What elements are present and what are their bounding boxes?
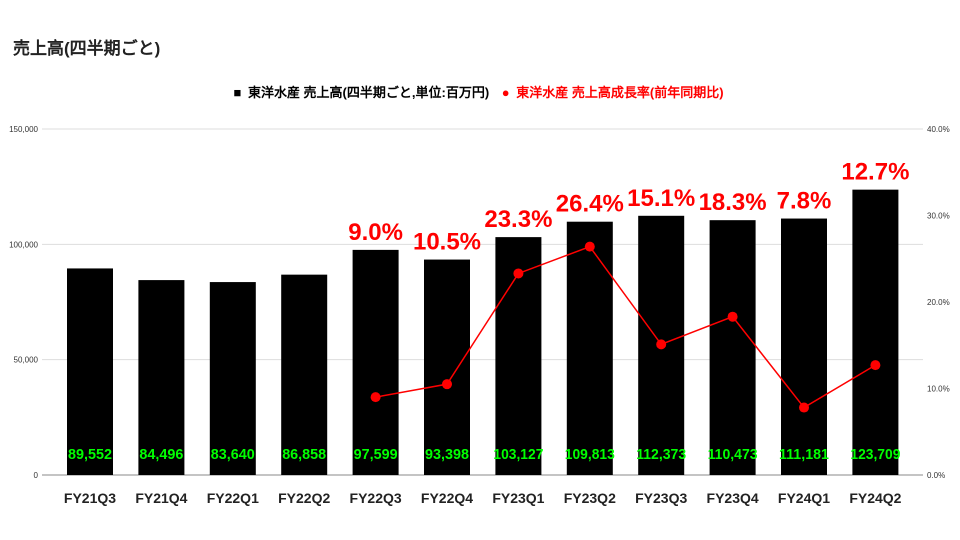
x-tick-label: FY24Q2 [849,490,901,506]
growth-rate-label: 26.4% [556,191,624,218]
bar [352,249,399,475]
growth-rate-point [513,268,524,279]
growth-rate-point [442,379,452,390]
bar-value-label: 89,552 [68,446,112,463]
growth-rate-label: 15.1% [627,185,695,212]
bar-value-label: 84,496 [139,446,183,463]
y-left-tick-label: 150,000 [9,125,38,134]
bar-value-label: 112,373 [636,446,686,463]
bar [852,189,899,475]
bar [138,280,185,475]
growth-rate-line [375,245,876,409]
y-right-tick-label: 20.0% [927,298,950,307]
growth-rate-label: 7.8% [777,188,832,215]
y-right-tick-label: 40.0% [927,125,950,134]
growth-rate-label: 10.5% [413,229,481,256]
bar-value-label: 86,858 [282,446,326,463]
x-tick-label: FY23Q4 [707,490,759,506]
x-tick-label: FY22Q3 [350,490,402,506]
bar-value-label: 83,640 [211,446,255,463]
x-tick-label: FY22Q4 [421,490,473,506]
bar-value-label: 93,398 [425,446,469,463]
bar [566,221,613,475]
bar-value-label: 110,473 [708,446,758,463]
x-tick-label: FY23Q2 [564,490,616,506]
growth-rate-point [656,339,667,350]
x-tick-label: FY23Q3 [635,490,687,506]
chart-title: 売上高(四半期ごと) [13,39,161,58]
y-right-tick-label: 0.0% [927,471,945,480]
bar-value-label: 103,127 [493,446,543,463]
growth-rate-point [870,360,881,371]
bar [281,274,328,475]
x-tick-label: FY21Q3 [64,490,116,506]
x-tick-label: FY22Q2 [278,490,330,506]
y-left-tick-label: 50,000 [14,356,39,365]
bar [781,218,827,476]
legend-bar: ■ 東洋水産 売上高(四半期ごと,単位:百万円) [233,85,490,100]
x-tick-label: FY22Q1 [207,490,259,506]
bar [709,220,756,475]
growth-rate-label: 9.0% [348,219,403,246]
x-tick-label: FY24Q1 [778,490,830,506]
x-tick-label: FY21Q4 [135,490,187,506]
y-right-tick-label: 30.0% [927,212,950,221]
growth-rate-label: 18.3% [699,189,767,216]
bar-value-label: 111,181 [779,446,829,463]
legend-line: ● 東洋水産 売上高成長率(前年同期比) [501,85,724,100]
bar-value-label: 109,813 [565,446,615,463]
y-left-tick-label: 100,000 [9,240,38,249]
legend: ■ 東洋水産 売上高(四半期ごと,単位:百万円) ● 東洋水産 売上高成長率(前… [0,82,960,101]
growth-rate-point [727,311,738,322]
y-left-tick-label: 0 [34,471,39,480]
y-right-tick-label: 10.0% [927,385,950,394]
bar-value-label: 123,709 [850,446,900,463]
growth-rate-point [370,392,381,403]
bar-value-label: 97,599 [354,446,398,463]
bar [67,268,113,475]
growth-rate-point [799,402,809,413]
growth-rate-point [584,241,595,252]
bar [209,282,256,475]
bar [424,259,470,475]
growth-rate-label: 23.3% [484,206,552,233]
growth-rate-label: 12.7% [841,159,909,186]
x-tick-label: FY23Q1 [492,490,544,506]
